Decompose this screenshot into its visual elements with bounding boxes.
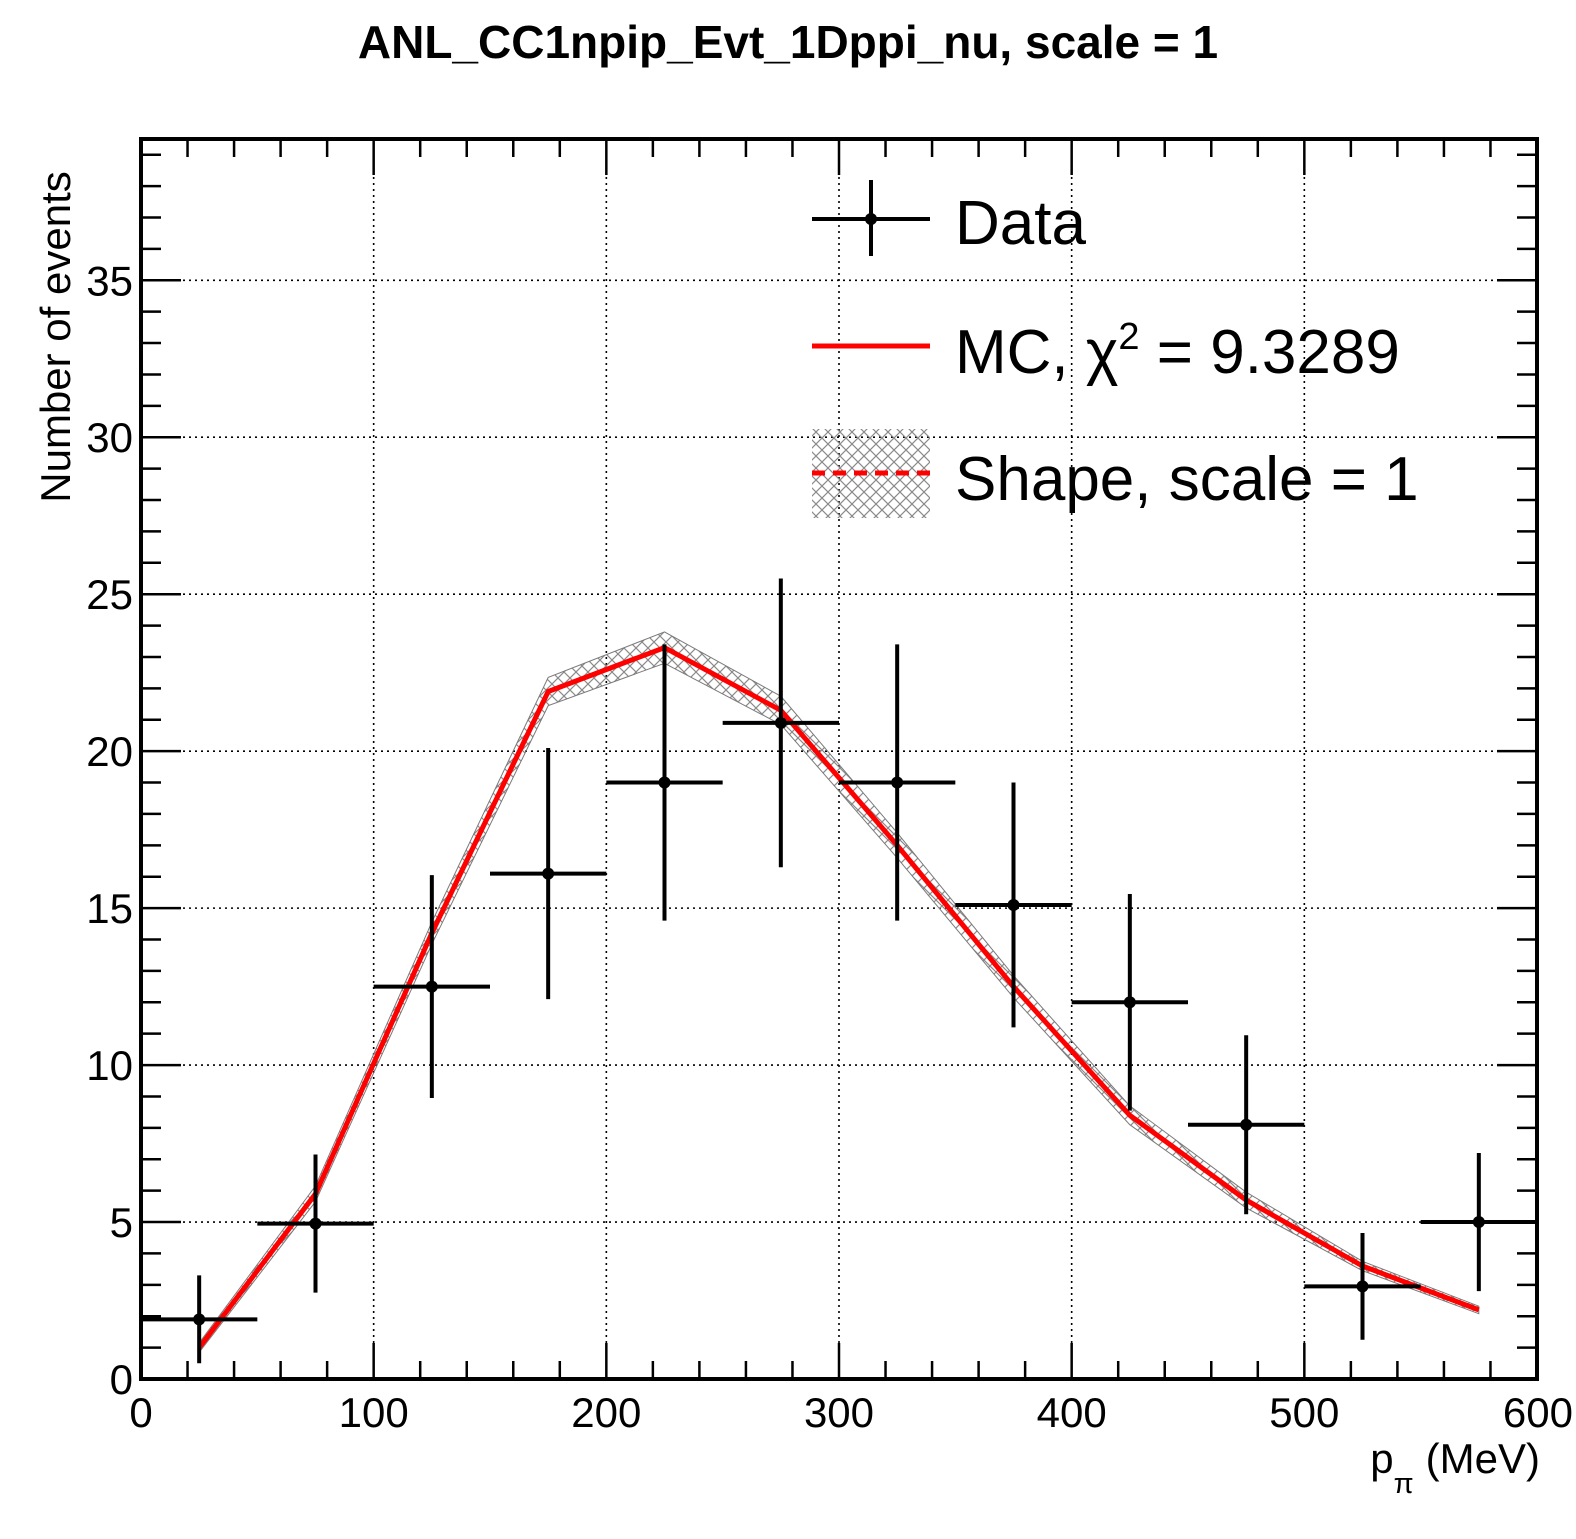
y-tick-label: 20 <box>86 728 133 775</box>
data-point-marker <box>1123 996 1136 1009</box>
legend-data-marker <box>865 213 877 225</box>
legend-entry-data: Data <box>812 180 1086 258</box>
x-tick-label: 600 <box>1503 1389 1573 1436</box>
legend-mc-label-text: MC, χ <box>955 318 1118 387</box>
x-axis-label-subscript: π <box>1394 1468 1414 1500</box>
legend-shape-band-swatch <box>812 429 930 518</box>
data-point-group <box>606 644 723 921</box>
x-axis-label-unit: (MeV) <box>1426 1435 1540 1482</box>
y-tick-label: 5 <box>110 1199 133 1246</box>
y-tick-label: 35 <box>86 257 133 304</box>
x-tick-label: 200 <box>571 1389 641 1436</box>
x-axis-label-main: p <box>1370 1435 1393 1482</box>
x-axis-label: pπ (MeV) <box>1370 1435 1540 1500</box>
data-point-marker <box>425 980 438 993</box>
data-point-marker <box>1240 1118 1253 1131</box>
y-tick-label: 15 <box>86 885 133 932</box>
chart-title: ANL_CC1npip_Evt_1Dppi_nu, scale = 1 <box>358 16 1218 68</box>
legend: Data MC, χ2 = 9.3289 Shape, scale = 1 <box>812 180 1419 518</box>
data-point-marker <box>309 1217 322 1230</box>
x-tick-label: 0 <box>129 1389 152 1436</box>
legend-mc-label-superscript: 2 <box>1118 316 1139 358</box>
axis-ticks <box>139 139 1539 1381</box>
legend-mc-label-value: = 9.3289 <box>1140 318 1400 387</box>
x-tick-label: 400 <box>1037 1389 1107 1436</box>
tick-labels: 0 100 200 300 400 500 600 0 5 10 15 20 25 30 35 <box>86 257 1573 1436</box>
data-point-marker <box>658 776 671 789</box>
y-tick-label: 25 <box>86 571 133 618</box>
data-point-group <box>257 1154 374 1293</box>
x-tick-label: 300 <box>804 1389 874 1436</box>
data-point-marker <box>1356 1280 1369 1293</box>
y-axis-label: Number of events <box>32 171 79 503</box>
data-point-group <box>490 748 607 1000</box>
data-point-marker <box>542 867 555 880</box>
data-point-marker <box>774 716 787 729</box>
data-point-group <box>141 1275 258 1364</box>
y-tick-label: 30 <box>86 414 133 461</box>
data-point-marker <box>1472 1216 1485 1229</box>
data-point-group <box>955 782 1072 1028</box>
x-tick-label: 500 <box>1269 1389 1339 1436</box>
mc-polyline <box>197 644 1480 1350</box>
legend-shape-label: Shape, scale = 1 <box>955 445 1419 514</box>
y-tick-label: 10 <box>86 1042 133 1089</box>
data-point-marker <box>891 776 904 789</box>
data-point-marker <box>1007 898 1020 911</box>
data-point-group <box>1071 893 1188 1111</box>
shape-uncertainty-band <box>197 631 1480 1354</box>
y-tick-label: 0 <box>110 1356 133 1403</box>
data-point-group <box>373 875 490 1099</box>
data-point-group <box>1188 1035 1305 1215</box>
data-point-group <box>839 644 956 921</box>
legend-mc-label: MC, χ2 = 9.3289 <box>955 316 1400 387</box>
legend-entry-shape: Shape, scale = 1 <box>812 429 1419 518</box>
mc-line <box>197 644 1480 1350</box>
shape-dashed-line <box>197 645 1480 1349</box>
data-point-marker <box>193 1313 206 1326</box>
data-point-group <box>1304 1233 1421 1340</box>
legend-entry-mc: MC, χ2 = 9.3289 <box>812 316 1400 387</box>
legend-data-label: Data <box>955 189 1086 258</box>
x-tick-label: 100 <box>339 1389 409 1436</box>
data-point-group <box>722 578 839 868</box>
shape-band <box>198 631 1480 1354</box>
